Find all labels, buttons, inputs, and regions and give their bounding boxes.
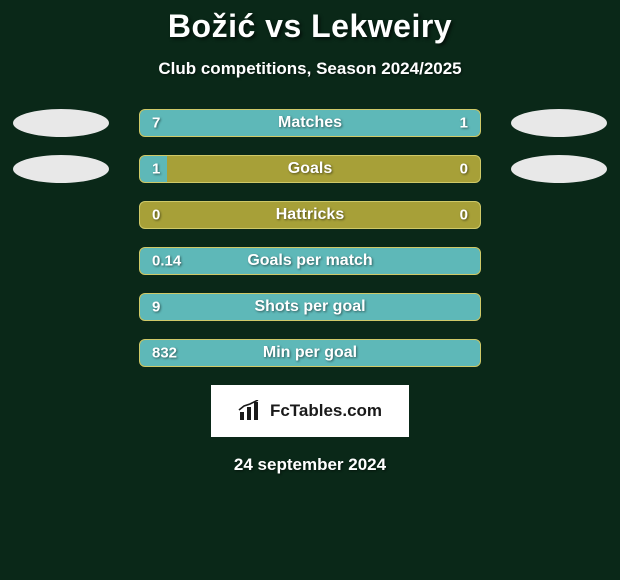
stat-value-right: 0 <box>460 207 468 224</box>
player-left-badge <box>13 109 109 137</box>
comparison-row: 0.14Goals per match <box>0 247 620 275</box>
date-label: 24 september 2024 <box>0 455 620 475</box>
comparison-rows: 71Matches10Goals00Hattricks0.14Goals per… <box>0 109 620 367</box>
subtitle: Club competitions, Season 2024/2025 <box>0 59 620 79</box>
comparison-row: 71Matches <box>0 109 620 137</box>
stat-label: Hattricks <box>140 206 480 224</box>
stat-bar: 832Min per goal <box>139 339 481 367</box>
comparison-row: 0 0Hattricks <box>0 201 620 229</box>
stat-bar: 0.14Goals per match <box>139 247 481 275</box>
comparison-row: 832Min per goal <box>0 339 620 367</box>
comparison-row: 9Shots per goal <box>0 293 620 321</box>
stat-bar: 9Shots per goal <box>139 293 481 321</box>
bar-fill-left <box>140 294 480 320</box>
stat-bar: 71Matches <box>139 109 481 137</box>
bar-fill-left <box>140 156 167 182</box>
comparison-row: 10Goals <box>0 155 620 183</box>
bar-fill-left <box>140 110 405 136</box>
logo-text: FcTables.com <box>270 401 382 421</box>
bar-fill-right <box>405 110 480 136</box>
page-title: Božić vs Lekweiry <box>0 8 620 45</box>
chart-icon <box>238 400 264 422</box>
bar-fill-left <box>140 248 480 274</box>
stat-label: Goals <box>140 160 480 178</box>
stat-value-left: 0 <box>152 207 160 224</box>
stat-bar: 0 0Hattricks <box>139 201 481 229</box>
footer-logo: FcTables.com <box>211 385 409 437</box>
player-right-badge <box>511 109 607 137</box>
player-right-badge <box>511 155 607 183</box>
stat-bar: 10Goals <box>139 155 481 183</box>
player-left-badge <box>13 155 109 183</box>
bar-fill-left <box>140 340 480 366</box>
infographic-container: Božić vs Lekweiry Club competitions, Sea… <box>0 0 620 475</box>
stat-value-right: 0 <box>460 161 468 178</box>
